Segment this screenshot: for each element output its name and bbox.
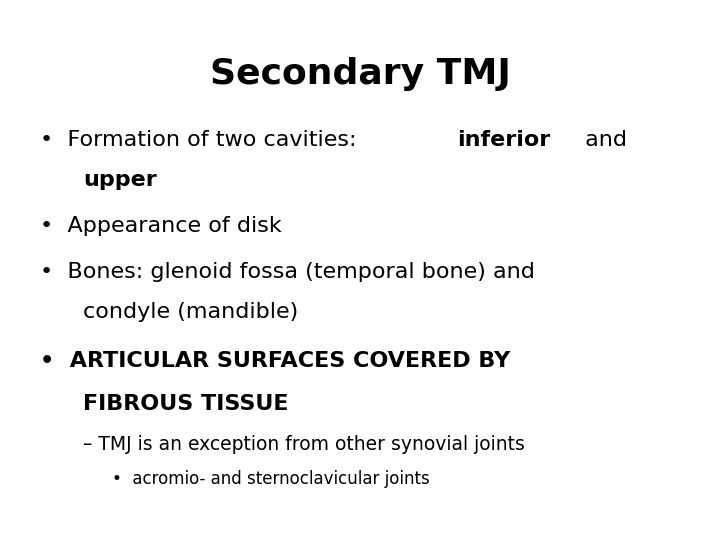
Text: – TMJ is an exception from other synovial joints: – TMJ is an exception from other synovia… (83, 435, 525, 454)
Text: •  acromio- and sternoclavicular joints: • acromio- and sternoclavicular joints (112, 470, 429, 488)
Text: Secondary TMJ: Secondary TMJ (210, 57, 510, 91)
Text: •  ARTICULAR SURFACES COVERED BY: • ARTICULAR SURFACES COVERED BY (40, 351, 510, 371)
Text: and: and (577, 130, 626, 150)
Text: •  Formation of two cavities:: • Formation of two cavities: (40, 130, 363, 150)
Text: FIBROUS TISSUE: FIBROUS TISSUE (83, 394, 288, 414)
Text: •  Appearance of disk: • Appearance of disk (40, 216, 282, 236)
Text: upper: upper (83, 170, 156, 190)
Text: inferior: inferior (457, 130, 550, 150)
Text: •  Bones: glenoid fossa (temporal bone) and: • Bones: glenoid fossa (temporal bone) a… (40, 262, 534, 282)
Text: condyle (mandible): condyle (mandible) (83, 302, 298, 322)
